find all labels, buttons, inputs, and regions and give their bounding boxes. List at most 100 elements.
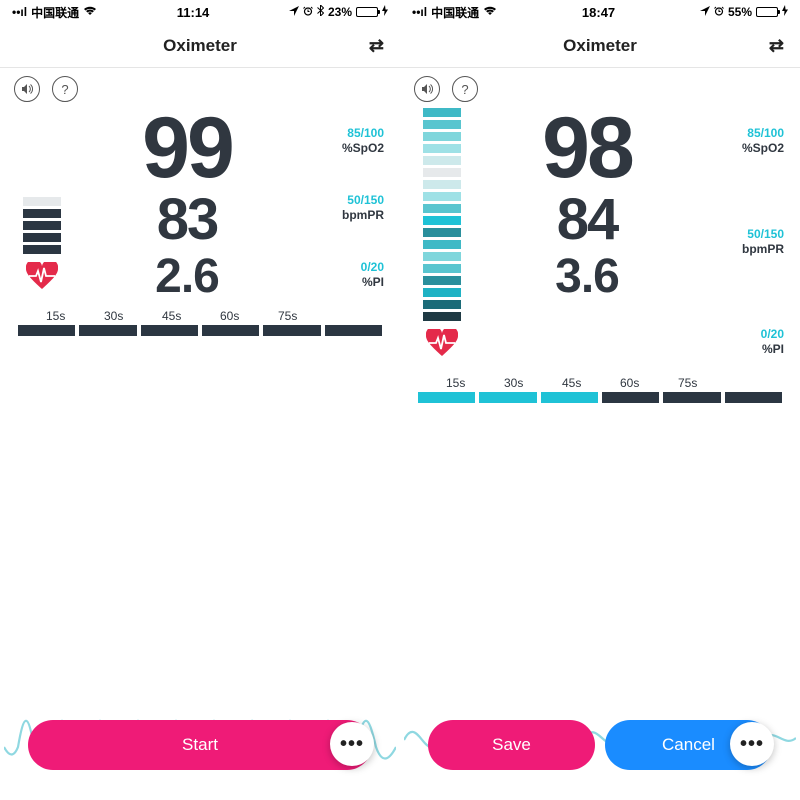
signal-bar: [423, 132, 461, 141]
timeline-segment: [18, 325, 75, 336]
spo2-unit: %SpO2: [706, 141, 784, 155]
signal-bar: [423, 180, 461, 189]
pr-value: 83: [68, 190, 306, 251]
timeline-segment: [663, 392, 720, 403]
start-button[interactable]: Start: [28, 720, 372, 770]
oximeter-screen-save: ••ıl 中国联通 18:47 55% Oximeter ⇄: [400, 0, 800, 800]
signal-bar: [423, 276, 461, 285]
signal-bar: [23, 221, 61, 230]
signal-bar: [423, 216, 461, 225]
timeline-segment: [541, 392, 598, 403]
clock: 18:47: [497, 5, 700, 20]
waveform-area: Save Cancel •••: [400, 403, 800, 800]
sound-button[interactable]: [14, 76, 40, 102]
timeline-segment: [263, 325, 320, 336]
page-title: Oximeter: [563, 36, 637, 56]
battery-pct: 23%: [328, 5, 352, 19]
signal-bar: [423, 120, 461, 129]
location-icon: [289, 5, 299, 19]
values-column: 99 83 2.6: [68, 108, 306, 303]
swap-icon[interactable]: ⇄: [769, 35, 784, 56]
timeline-segment: [418, 392, 475, 403]
pr-range: 50/150: [706, 227, 784, 241]
readings-panel: 99 83 2.6 85/100 %SpO2 50/150 bpmPR 0/20…: [0, 102, 400, 303]
signal-bar: [423, 264, 461, 273]
status-bar: ••ıl 中国联通 11:14 23%: [0, 0, 400, 24]
spo2-value: 98: [468, 108, 706, 190]
timeline-label: 30s: [504, 376, 562, 390]
sound-button[interactable]: [414, 76, 440, 102]
signal-bar: [423, 288, 461, 297]
timeline-segment: [725, 392, 782, 403]
timeline-labels: 15s 30s 45s 60s 75s: [400, 376, 800, 390]
bluetooth-icon: [317, 5, 324, 19]
pi-range: 0/20: [706, 327, 784, 341]
signal-bar: [423, 144, 461, 153]
nav-header: Oximeter ⇄: [0, 24, 400, 68]
signal-bar: [23, 197, 61, 206]
pi-value: 2.6: [68, 251, 306, 304]
help-button[interactable]: ?: [452, 76, 478, 102]
timeline-label: 45s: [162, 309, 220, 323]
timeline-segment: [479, 392, 536, 403]
timeline-segment: [141, 325, 198, 336]
signal-bar: [423, 252, 461, 261]
pr-unit: bpmPR: [706, 242, 784, 256]
signal-bars: [423, 108, 461, 321]
signal-bar: [23, 245, 61, 254]
more-button[interactable]: •••: [730, 722, 774, 766]
battery-icon: [356, 7, 378, 17]
spo2-range: 85/100: [306, 126, 384, 140]
clock: 11:14: [97, 5, 289, 20]
wifi-icon: [483, 5, 497, 19]
wifi-icon: [83, 5, 97, 19]
toolbar: ?: [0, 68, 400, 102]
signal-bar: [23, 233, 61, 242]
button-row: Save Cancel •••: [400, 720, 800, 770]
timeline-progress: [400, 390, 800, 403]
more-button[interactable]: •••: [330, 722, 374, 766]
waveform-area: Start •••: [0, 336, 400, 800]
signal-bar: [423, 204, 461, 213]
battery-pct: 55%: [728, 5, 752, 19]
signal-bar: [423, 192, 461, 201]
button-row: Start •••: [0, 720, 400, 770]
signal-bars: [23, 197, 61, 254]
labels-column: 85/100 %SpO2 50/150 bpmPR 0/20 %PI: [706, 108, 784, 370]
pi-value: 3.6: [468, 251, 706, 304]
pi-range: 0/20: [306, 260, 384, 274]
timeline-label: 45s: [562, 376, 620, 390]
timeline-segment: [79, 325, 136, 336]
spo2-unit: %SpO2: [306, 141, 384, 155]
location-icon: [700, 5, 710, 19]
pr-range: 50/150: [306, 193, 384, 207]
signal-icon: ••ıl: [412, 5, 427, 19]
signal-bar: [23, 209, 61, 218]
nav-header: Oximeter ⇄: [400, 24, 800, 68]
timeline-label: 30s: [104, 309, 162, 323]
heart-icon: [426, 329, 458, 362]
timeline-label: 15s: [46, 309, 104, 323]
alarm-icon: [714, 5, 724, 19]
timeline-label: 75s: [278, 309, 336, 323]
timeline-labels: 15s 30s 45s 60s 75s: [0, 309, 400, 323]
alarm-icon: [303, 5, 313, 19]
help-button[interactable]: ?: [52, 76, 78, 102]
timeline-label: 60s: [620, 376, 678, 390]
swap-icon[interactable]: ⇄: [369, 35, 384, 56]
values-column: 98 84 3.6: [468, 108, 706, 370]
pi-unit: %PI: [306, 275, 384, 289]
signal-icon: ••ıl: [12, 5, 27, 19]
signal-bar-column: [416, 108, 468, 370]
signal-bar: [423, 228, 461, 237]
carrier-label: 中国联通: [31, 4, 79, 21]
timeline-label: 75s: [678, 376, 736, 390]
timeline-label: 15s: [446, 376, 504, 390]
labels-column: 85/100 %SpO2 50/150 bpmPR 0/20 %PI: [306, 108, 384, 303]
pr-value: 84: [468, 190, 706, 251]
signal-bar: [423, 240, 461, 249]
save-button[interactable]: Save: [428, 720, 595, 770]
signal-bar-column: [16, 108, 68, 303]
charging-icon: [782, 5, 788, 19]
timeline-segment: [202, 325, 259, 336]
